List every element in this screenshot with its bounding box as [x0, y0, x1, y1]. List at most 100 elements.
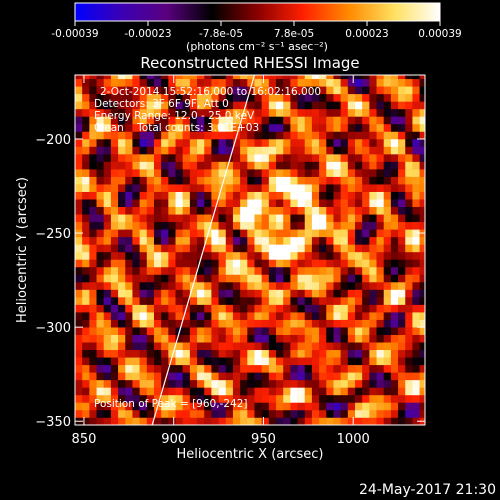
heatmap-cell	[218, 78, 227, 87]
heatmap-cell	[232, 281, 241, 290]
heatmap-cell	[89, 229, 97, 238]
heatmap-cell	[369, 131, 377, 140]
heatmap-cell	[340, 78, 349, 87]
heatmap-cell	[333, 402, 341, 411]
heatmap-cell	[153, 229, 162, 238]
heatmap-cell	[82, 364, 90, 373]
heatmap-cell	[268, 123, 277, 132]
heatmap-cell	[118, 154, 126, 162]
heatmap-cell	[340, 244, 349, 253]
heatmap-cell	[261, 394, 270, 403]
heatmap-cell	[283, 327, 291, 335]
heatmap-cell	[326, 312, 334, 320]
heatmap-cell	[110, 75, 119, 80]
heatmap-cell	[290, 236, 298, 245]
heatmap-cell	[369, 372, 377, 381]
heatmap-cell	[153, 379, 162, 388]
heatmap-cell	[333, 266, 341, 275]
heatmap-cell	[297, 274, 306, 283]
heatmap-cell	[347, 78, 356, 87]
heatmap-cell	[132, 123, 140, 132]
heatmap-cell	[168, 184, 176, 192]
heatmap-cell	[153, 319, 162, 328]
heatmap-cell	[283, 221, 291, 230]
heatmap-cell	[355, 364, 363, 373]
heatmap-cell	[340, 297, 349, 305]
heatmap-cell	[96, 319, 105, 328]
heatmap-cell	[268, 78, 277, 87]
heatmap-cell	[405, 199, 413, 208]
heatmap-cell	[290, 138, 298, 147]
heatmap-cell	[319, 417, 327, 425]
heatmap-cell	[118, 289, 126, 298]
heatmap-cell	[405, 101, 413, 110]
heatmap-cell	[254, 251, 262, 260]
heatmap-cell	[232, 123, 241, 132]
heatmap-cell	[369, 379, 377, 388]
heatmap-cell	[276, 199, 284, 208]
annotation-energy-range: Energy Range: 12.0 - 25.0 keV	[94, 110, 255, 122]
heatmap-cell	[218, 394, 227, 403]
heatmap-cell	[304, 138, 313, 147]
heatmap-cell	[326, 319, 334, 328]
heatmap-cell	[75, 251, 83, 260]
heatmap-cell	[261, 289, 270, 298]
heatmap-cell	[110, 131, 119, 140]
heatmap-cell	[304, 123, 313, 132]
heatmap-cell	[383, 123, 392, 132]
colorbar-fill	[74, 2, 441, 22]
heatmap-cell	[398, 274, 406, 283]
heatmap-cell	[362, 221, 370, 230]
heatmap-cell	[161, 93, 169, 102]
heatmap-cell	[333, 169, 341, 177]
heatmap-cell	[96, 116, 105, 125]
heatmap-cell	[240, 131, 248, 140]
heatmap-cell	[89, 161, 97, 170]
heatmap-cell	[125, 319, 133, 328]
heatmap-cell	[103, 78, 112, 87]
heatmap-cell	[182, 379, 191, 388]
heatmap-cell	[197, 244, 205, 253]
heatmap-cell	[153, 93, 162, 102]
heatmap-cell	[175, 116, 183, 125]
heatmap-cell	[319, 206, 327, 215]
heatmap-cell	[390, 138, 399, 147]
heatmap-cell	[362, 394, 370, 403]
heatmap-cell	[276, 342, 284, 351]
heatmap-cell	[412, 327, 420, 335]
heatmap-cell	[297, 259, 306, 268]
heatmap-cell	[118, 206, 126, 215]
heatmap-cell	[412, 75, 420, 80]
heatmap-cell	[247, 297, 255, 305]
heatmap-cell	[297, 334, 306, 343]
heatmap-cell	[247, 101, 255, 110]
heatmap-cell	[254, 364, 262, 373]
heatmap-cell	[96, 417, 105, 425]
heatmap-cell	[283, 116, 291, 125]
heatmap-cell	[276, 297, 284, 305]
heatmap-cell	[132, 289, 140, 298]
heatmap-cell	[240, 78, 248, 87]
heatmap-cell	[211, 342, 219, 351]
heatmap-cell	[125, 206, 133, 215]
heatmap-cell	[362, 364, 370, 373]
heatmap-cell	[175, 108, 183, 117]
heatmap-cell	[161, 334, 169, 343]
heatmap-cell	[168, 379, 176, 388]
heatmap-cell	[232, 357, 241, 366]
heatmap-cell	[405, 289, 413, 298]
heatmap-cell	[347, 274, 356, 283]
heatmap-cell	[197, 108, 205, 117]
heatmap-cell	[268, 236, 277, 245]
heatmap-cell	[75, 199, 83, 208]
heatmap-cell	[283, 266, 291, 275]
heatmap-cell	[125, 123, 133, 132]
heatmap-cell	[362, 274, 370, 283]
heatmap-cell	[376, 312, 385, 320]
heatmap-cell	[175, 266, 183, 275]
heatmap-cell	[419, 161, 425, 170]
heatmap-cell	[204, 75, 212, 80]
heatmap-cell	[197, 229, 205, 238]
heatmap-cell	[376, 75, 385, 80]
heatmap-cell	[412, 229, 420, 238]
